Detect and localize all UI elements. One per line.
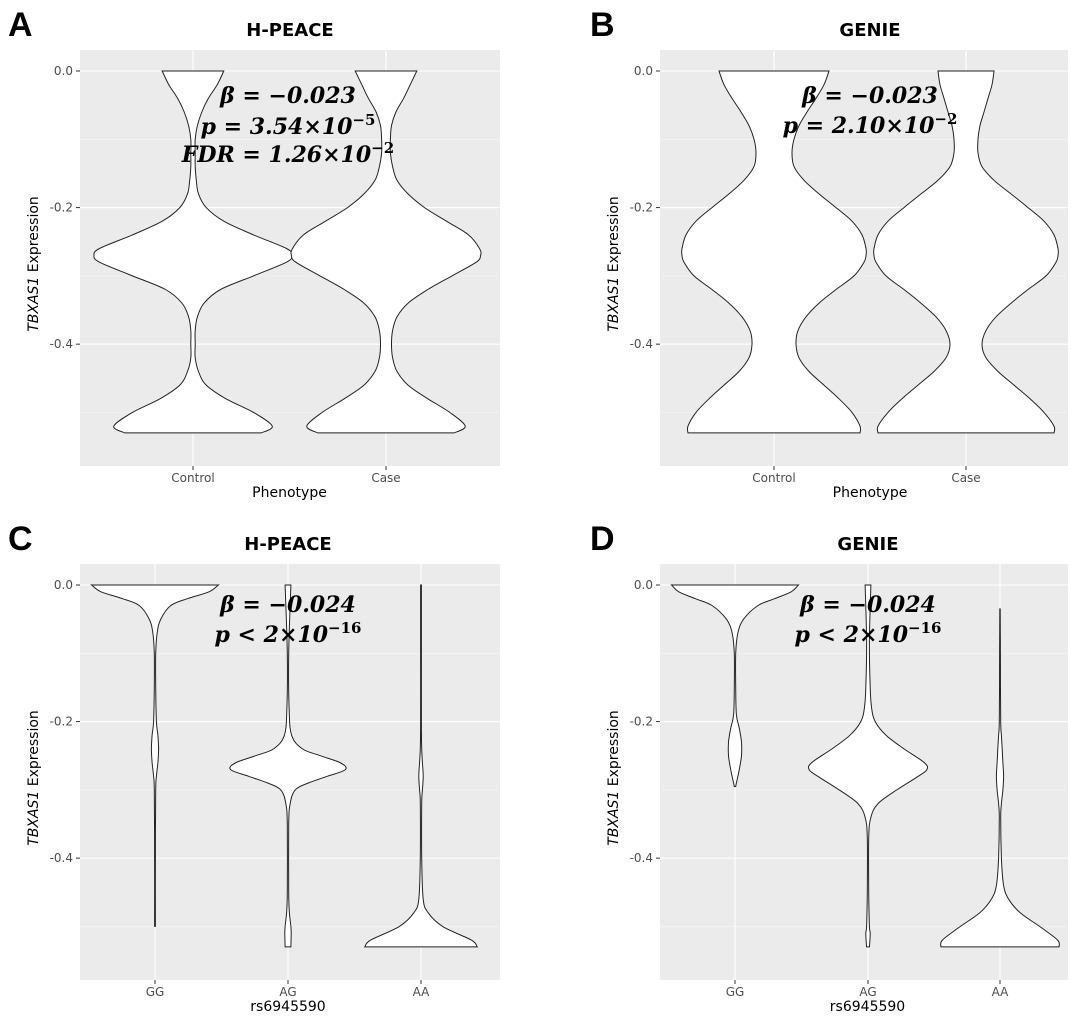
stat-text: β = −0.024 [799, 592, 936, 618]
stat-annotation: FDR = 1.26×10−2 [181, 139, 394, 168]
stat-exponent: −2 [371, 139, 394, 157]
y-tick-label: -0.4 [630, 851, 653, 865]
panel-letter: B [590, 6, 615, 44]
stat-text: p < 2×10 [795, 622, 909, 648]
stat-exponent: −2 [934, 110, 957, 128]
stat-exponent: −5 [352, 111, 375, 129]
y-tick-label: -0.4 [50, 851, 73, 865]
panel-title: GENIE [839, 20, 900, 41]
violin-control [681, 70, 867, 434]
violin-control [93, 70, 293, 434]
y-axis-gene: TBXAS1 [606, 791, 622, 846]
x-tick-label: GG [146, 985, 165, 999]
x-tick-label: AG [859, 985, 876, 999]
panel-title: H-PEACE [246, 20, 333, 41]
y-tick-label: -0.2 [630, 201, 653, 215]
violin-aa [940, 608, 1060, 948]
stat-text: p < 2×10 [215, 622, 329, 648]
stat-annotation: β = −0.023 [219, 83, 356, 109]
x-axis-label: Phenotype [833, 485, 908, 501]
x-axis-label: Phenotype [252, 485, 327, 501]
violin-gg [670, 584, 800, 787]
stat-annotation: β = −0.023 [801, 83, 938, 109]
panel-title: GENIE [837, 534, 898, 555]
y-axis-gene: TBXAS1 [26, 277, 42, 332]
x-axis-label: rs6945590 [250, 999, 325, 1015]
stat-exponent: −16 [328, 619, 361, 637]
y-tick-label: -0.2 [50, 201, 73, 215]
y-axis-text: Expression [26, 196, 42, 276]
y-axis-label: TBXAS1 Expression [26, 710, 42, 846]
panel-title: H-PEACE [244, 534, 331, 555]
y-tick-label: -0.4 [630, 337, 653, 351]
violin-case [873, 70, 1059, 434]
stat-annotation: p = 3.54×10−5 [201, 111, 376, 140]
x-axis-label: rs6945590 [830, 999, 905, 1015]
stat-text: β = −0.023 [801, 83, 938, 109]
violin-gg [89, 584, 221, 927]
x-tick-label: Case [951, 471, 980, 485]
y-tick-label: 0.0 [634, 64, 653, 78]
violin-ag [229, 584, 347, 948]
x-tick-label: Control [171, 471, 214, 485]
stat-annotation: p < 2×10−16 [795, 619, 942, 648]
stat-text: β = −0.024 [219, 592, 356, 618]
stat-annotation: p = 2.10×10−2 [783, 110, 958, 139]
panel-a: A H-PEACE 0.0 -0.2 -0.4 Control Case β = −0.023… [8, 6, 500, 501]
y-tick-label: -0.4 [50, 337, 73, 351]
y-tick-label: 0.0 [54, 64, 73, 78]
panel-letter: A [8, 6, 33, 44]
x-tick-label: AA [413, 985, 431, 999]
y-axis-label: TBXAS1 Expression [606, 196, 622, 332]
x-tick-label: AA [992, 985, 1010, 999]
y-tick-label: -0.2 [630, 715, 653, 729]
violin-aa [363, 584, 479, 948]
panel-letter: D [590, 520, 615, 558]
x-tick-label: Case [371, 471, 400, 485]
y-tick-label: -0.2 [50, 715, 73, 729]
y-axis-text: Expression [606, 710, 622, 790]
y-axis-label: TBXAS1 Expression [606, 710, 622, 846]
y-axis-gene: TBXAS1 [26, 791, 42, 846]
stat-annotation: β = −0.024 [799, 592, 936, 618]
stat-text: p = 2.10×10 [783, 113, 935, 139]
y-axis-label: TBXAS1 Expression [26, 196, 42, 332]
x-tick-label: GG [726, 985, 745, 999]
stat-text: p = 3.54×10 [201, 114, 353, 140]
violin-ag [807, 584, 929, 948]
stat-text: β = −0.023 [219, 83, 356, 109]
stat-annotation: p < 2×10−16 [215, 619, 362, 648]
violin-case [290, 70, 482, 434]
stat-exponent: −16 [908, 619, 941, 637]
y-tick-label: 0.0 [634, 578, 653, 592]
stat-annotation: β = −0.024 [219, 592, 356, 618]
y-axis-text: Expression [26, 710, 42, 790]
stat-text: FDR = 1.26×10 [181, 142, 372, 168]
y-axis-gene: TBXAS1 [606, 277, 622, 332]
x-tick-label: Control [752, 471, 795, 485]
x-tick-label: AG [279, 985, 296, 999]
y-tick-label: 0.0 [54, 578, 73, 592]
y-axis-text: Expression [606, 196, 622, 276]
panel-letter: C [8, 520, 33, 558]
